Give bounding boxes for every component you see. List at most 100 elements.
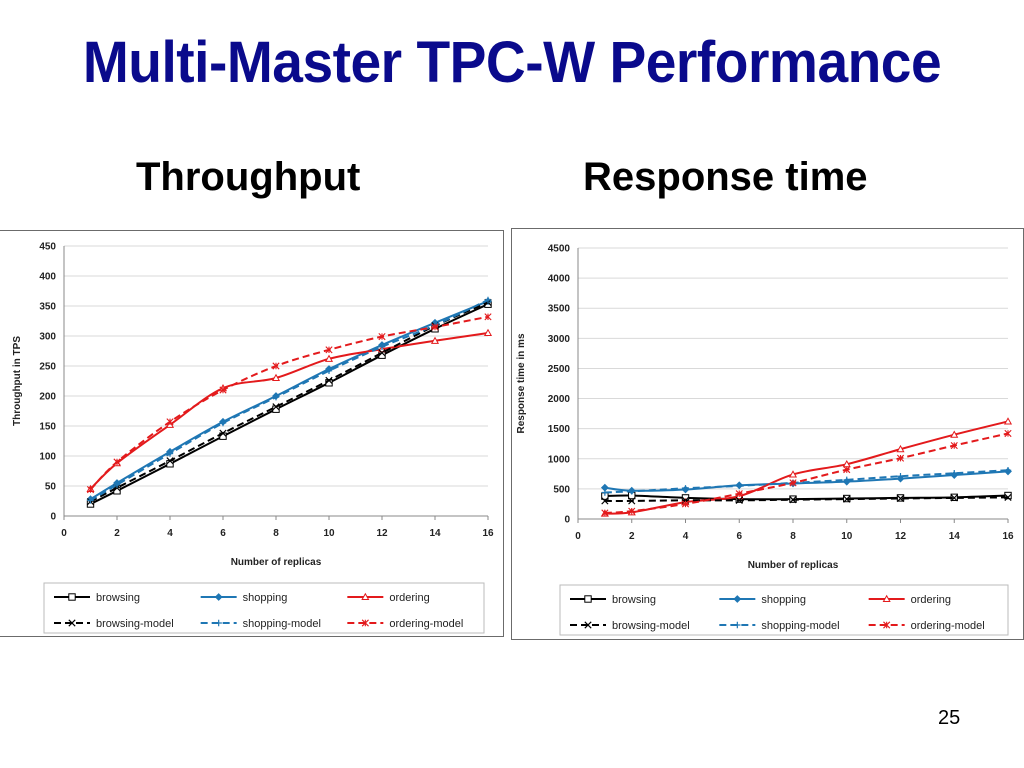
data-point-shopping-model [166,450,174,457]
legend-label-browsing: browsing [96,592,140,604]
legend-marker-shopping-model [734,621,741,629]
data-point-shopping-model [1004,467,1012,474]
data-point-ordering-model [950,441,958,450]
series-line-browsing-model [90,301,489,503]
legend-label-ordering-model: ordering-model [389,618,463,630]
legend: browsing shopping ordering browsing-model sh… [43,582,485,634]
data-point-ordering-model [681,500,690,508]
y-tick-label: 350 [39,302,56,313]
data-point-ordering-model [735,490,743,498]
legend-label-shopping: shopping [761,594,806,606]
data-point-ordering-model [378,333,386,341]
data-point-browsing-model [735,496,743,504]
series-line-browsing [90,303,489,505]
data-point-ordering-model [628,507,636,515]
legend-marker-browsing-model [584,621,592,629]
x-axis-title: Number of replicas [231,557,322,568]
y-tick-label: 2000 [548,394,571,405]
response-time-chart: 0 500 1000 1500 2000 2500 3000 3500 4000 4500 0 2 4 6… [516,244,1014,636]
data-point-browsing-model [378,349,386,357]
slide-title: Multi-Master TPC-W Performance [82,30,942,95]
series-shopping-model [87,296,492,504]
data-point-ordering [430,336,440,344]
data-point-browsing-model [950,494,958,502]
legend-label-shopping-model: shopping-model [761,620,839,632]
data-point-ordering-model [896,454,905,462]
data-point-browsing-model [166,457,174,465]
data-point-shopping-model [325,367,333,374]
data-point-browsing-model [843,495,851,503]
y-axis-title: Throughput in TPS [12,336,23,426]
data-point-browsing-model [325,376,333,385]
legend-label-ordering: ordering [389,592,429,604]
legend-label-ordering-model: ordering-model [911,620,985,632]
legend-box [43,582,485,634]
y-tick-label: 450 [39,242,56,253]
data-point-shopping-model [628,488,635,495]
x-tick-label: 12 [895,531,907,542]
legend-label-shopping-model: shopping-model [243,618,321,630]
x-tick-label: 16 [482,528,494,539]
data-point-ordering-model [86,486,95,494]
x-tick-label: 6 [736,531,742,542]
y-tick-label: 500 [553,484,570,495]
throughput-chart-panel: 0 50 100 150 200 250 300 350 400 450 0 2 4 6 8 10 12 14 16… [0,230,504,637]
data-point-shopping-model [87,497,94,504]
y-tick-label: 200 [39,392,56,403]
data-point-ordering [483,328,493,337]
data-point-ordering-model [843,466,851,474]
series-ordering-model [601,429,1012,517]
y-tick-label: 1000 [548,454,571,465]
y-tick-label: 100 [39,452,56,463]
response-time-heading: Response time [583,155,868,199]
data-point-ordering-model [166,418,174,426]
data-point-ordering [271,373,281,382]
x-tick-label: 14 [429,528,441,539]
data-point-shopping-model [843,476,850,484]
data-point-browsing-model [272,403,280,411]
x-tick-label: 8 [273,528,279,539]
x-tick-label: 6 [220,528,226,539]
data-point-ordering-model [484,313,492,321]
x-tick-label: 10 [841,531,853,542]
data-point-shopping-model [601,489,609,496]
legend-marker-browsing [68,593,76,601]
x-tick-label: 2 [114,528,120,539]
x-tick-label: 2 [629,531,635,542]
y-tick-label: 3500 [548,304,571,315]
y-tick-label: 0 [564,515,570,526]
data-point-shopping-model [951,470,958,477]
series-ordering [86,328,493,493]
legend: browsing shopping ordering browsing-model sh… [559,584,1009,636]
data-point-ordering-model [325,346,333,354]
data-point-ordering [896,444,905,453]
data-point-browsing-model [789,496,797,504]
data-point-ordering-model [272,362,280,370]
y-tick-label: 400 [39,272,56,283]
data-point-ordering-model [601,509,609,517]
y-tick-label: 4500 [548,244,571,255]
data-point-shopping-model [897,473,904,480]
data-point-ordering-model [113,458,121,466]
data-point-shopping-model [484,296,492,304]
legend-marker-browsing-model [68,619,76,627]
data-point-ordering-model [431,323,439,331]
y-tick-label: 0 [50,512,56,523]
x-tick-label: 4 [167,528,173,539]
response-time-chart-panel: 0 500 1000 1500 2000 2500 3000 3500 4000 4500 0 2 4 6… [511,228,1024,640]
x-tick-label: 16 [1002,531,1014,542]
y-tick-label: 3000 [548,334,571,345]
data-point-ordering-model [219,386,227,394]
legend-marker-shopping [214,593,223,601]
data-point-shopping-model [682,485,689,492]
y-tick-label: 50 [45,482,57,493]
legend-marker-ordering [882,594,891,603]
data-point-shopping-model [272,394,280,401]
data-point-browsing [1004,491,1012,500]
throughput-chart: 0 50 100 150 200 250 300 350 400 450 0 2 4 6 8 10 12 14 16… [12,242,494,634]
y-tick-label: 250 [39,362,56,373]
series-ordering-model [86,313,492,494]
legend-marker-ordering-model [883,621,891,629]
legend-marker-browsing [584,595,592,603]
x-tick-label: 0 [61,528,67,539]
